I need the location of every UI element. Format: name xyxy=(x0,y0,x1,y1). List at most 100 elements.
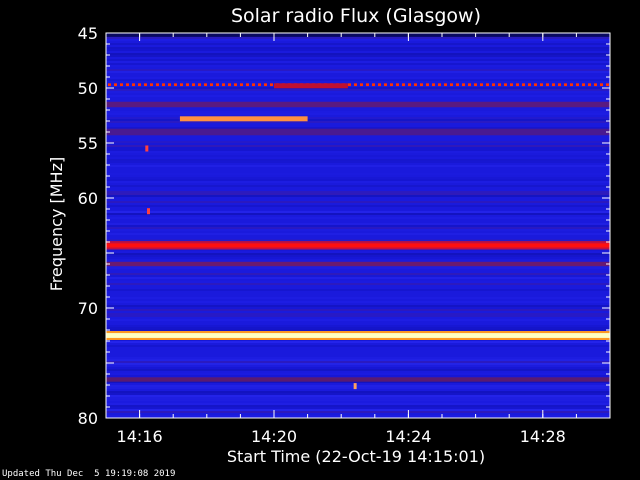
noise-line xyxy=(106,159,610,161)
noise-line xyxy=(106,119,610,121)
noise-line xyxy=(106,145,610,147)
plot-area xyxy=(106,33,610,418)
band-dot xyxy=(402,83,405,87)
noise-line xyxy=(106,367,610,369)
band-dot xyxy=(234,83,237,87)
noise-line xyxy=(106,43,610,45)
band-dot xyxy=(558,83,561,87)
band-dot xyxy=(360,83,363,87)
noise-line xyxy=(106,363,610,365)
band-dot xyxy=(546,83,549,87)
noise-line xyxy=(106,155,610,157)
band-dot xyxy=(438,83,441,87)
noise-line xyxy=(106,217,610,219)
band-dot xyxy=(390,83,393,87)
band-dot xyxy=(192,83,195,87)
emission-band xyxy=(106,243,610,248)
band-edge xyxy=(106,247,610,250)
noise-line xyxy=(106,329,610,331)
burst-segment xyxy=(179,116,308,122)
noise-line xyxy=(106,143,610,145)
noise-line xyxy=(106,173,610,175)
noise-line xyxy=(106,375,610,377)
band-dot xyxy=(600,83,603,87)
noise-line xyxy=(106,345,610,347)
noise-line xyxy=(106,179,610,181)
noise-line xyxy=(106,117,610,119)
band-dot xyxy=(366,83,369,87)
noise-line xyxy=(106,255,610,257)
band-dot xyxy=(180,83,183,87)
noise-line xyxy=(106,61,610,63)
band-dot xyxy=(348,83,351,87)
chart-title: Solar radio Flux (Glasgow) xyxy=(231,5,481,27)
band-dot xyxy=(594,83,597,87)
noise-line xyxy=(106,95,610,97)
noise-line xyxy=(106,297,610,299)
noise-line xyxy=(106,239,610,241)
band-dot xyxy=(384,83,387,87)
noise-line xyxy=(106,121,610,123)
noise-line xyxy=(106,77,610,79)
y-tick-label: 55 xyxy=(78,134,98,153)
band-dot xyxy=(174,83,177,87)
band-dot xyxy=(534,83,537,87)
noise-line xyxy=(106,319,610,321)
band-dot xyxy=(426,83,429,87)
noise-line xyxy=(106,275,610,277)
band-dot xyxy=(168,83,171,87)
band-dot xyxy=(396,83,399,87)
band-dot xyxy=(606,83,609,87)
noise-line xyxy=(106,161,610,163)
noise-line xyxy=(106,305,610,307)
emission-band xyxy=(106,33,610,37)
noise-line xyxy=(106,267,610,269)
y-tick-label: 45 xyxy=(78,24,98,43)
band-dot xyxy=(204,83,207,87)
band-dot xyxy=(468,83,471,87)
noise-line xyxy=(106,411,610,413)
band-dot xyxy=(120,83,123,87)
noise-line xyxy=(106,341,610,343)
updated-timestamp: Updated Thu Dec 5 19:19:08 2019 xyxy=(2,469,176,479)
noise-line xyxy=(106,141,610,143)
burst-segment xyxy=(274,83,348,89)
noise-line xyxy=(106,165,610,167)
noise-line xyxy=(106,277,610,279)
band-dot xyxy=(216,83,219,87)
noise-line xyxy=(106,127,610,129)
band-dot xyxy=(108,83,111,87)
noise-line xyxy=(106,65,610,67)
band-dot xyxy=(456,83,459,87)
band-dot xyxy=(186,83,189,87)
band-dot xyxy=(270,83,273,87)
noise-line xyxy=(106,307,610,309)
band-dot xyxy=(420,83,423,87)
emission-band xyxy=(106,128,610,136)
emission-band xyxy=(106,261,610,267)
band-edge xyxy=(106,331,610,334)
band-dot xyxy=(522,83,525,87)
y-axis: 45 50 55 60 70 80 xyxy=(78,24,610,428)
band-dot xyxy=(126,83,129,87)
noise-line xyxy=(106,229,610,231)
band-dot xyxy=(258,83,261,87)
band-dot xyxy=(540,83,543,87)
x-tick-label: 14:20 xyxy=(251,427,297,446)
noise-line xyxy=(106,409,610,411)
noise-line xyxy=(106,289,610,291)
noise-line xyxy=(106,211,610,213)
band-edge xyxy=(106,241,610,244)
noise-line xyxy=(106,403,610,405)
noise-line xyxy=(106,181,610,183)
noise-line xyxy=(106,401,610,403)
noise-line xyxy=(106,53,610,55)
noise-line xyxy=(106,39,610,41)
y-tick-label: 60 xyxy=(78,189,98,208)
noise-line xyxy=(106,225,610,227)
noise-line xyxy=(106,387,610,389)
noise-line xyxy=(106,213,610,215)
band-dot xyxy=(450,83,453,87)
band-dot xyxy=(354,83,357,87)
